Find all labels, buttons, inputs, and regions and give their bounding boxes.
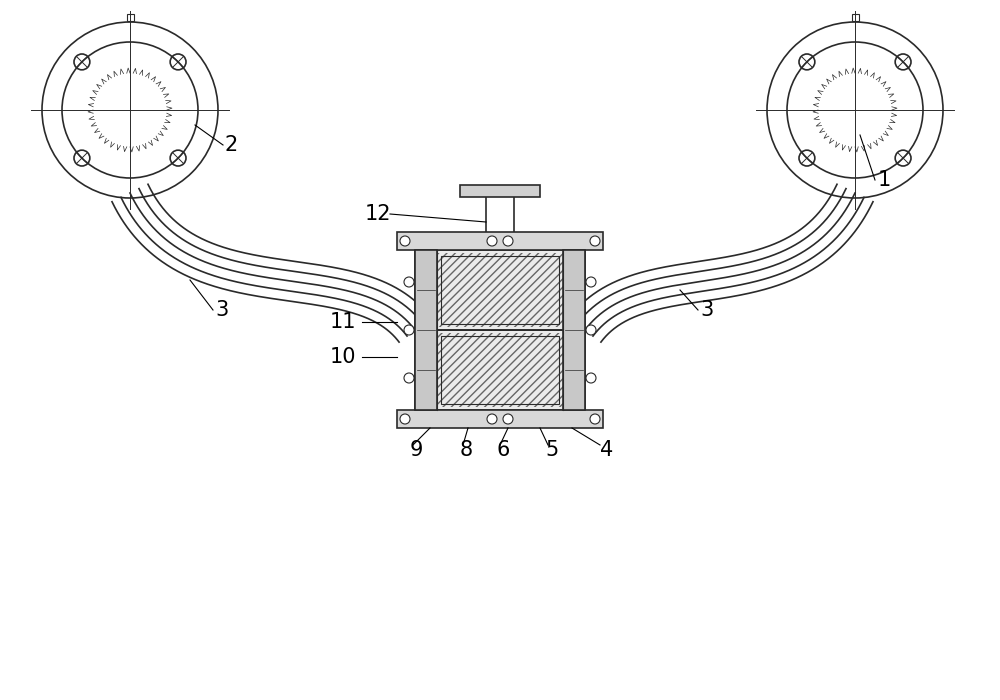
Bar [563,250,585,410]
Bar [441,256,559,324]
Bar [852,14,858,21]
Bar [397,410,603,428]
Text: 1: 1 [878,170,891,190]
Text: 5: 5 [545,440,558,460]
Circle shape [400,414,410,424]
Text: 11: 11 [330,312,356,332]
Circle shape [404,277,414,287]
Bar [397,232,603,250]
Text: 3: 3 [215,300,228,320]
Circle shape [590,414,600,424]
Circle shape [586,325,596,335]
Bar [460,185,540,197]
Circle shape [590,236,600,246]
Circle shape [400,236,410,246]
Text: 9: 9 [410,440,423,460]
Circle shape [503,236,513,246]
Bar [126,14,134,21]
Circle shape [586,373,596,383]
Bar [437,253,563,327]
Bar [437,333,563,407]
Text: 2: 2 [225,135,238,155]
Circle shape [404,325,414,335]
Text: 10: 10 [330,347,356,367]
Text: 6: 6 [497,440,510,460]
Bar [441,336,559,404]
Circle shape [487,414,497,424]
Circle shape [503,414,513,424]
Circle shape [487,236,497,246]
Bar [415,330,585,410]
Text: 12: 12 [365,204,392,224]
Text: 3: 3 [700,300,713,320]
Circle shape [586,277,596,287]
Bar [415,250,437,410]
Circle shape [404,373,414,383]
Bar [415,250,585,330]
Text: 4: 4 [600,440,613,460]
Text: 8: 8 [460,440,473,460]
